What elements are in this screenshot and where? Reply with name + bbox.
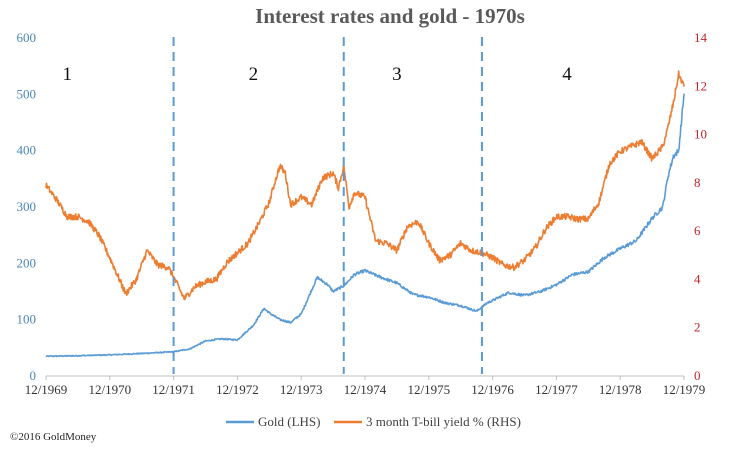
y-left-tick-label: 300 xyxy=(17,199,37,214)
y-left-tick-label: 200 xyxy=(17,255,37,270)
x-tick-label: 12/1973 xyxy=(280,382,323,397)
copyright-text: ©2016 GoldMoney xyxy=(10,431,97,443)
y-left-tick-label: 100 xyxy=(17,312,37,327)
period-markers: 1 2 3 4 xyxy=(63,37,572,374)
x-tick-label: 12/1979 xyxy=(663,382,706,397)
y-right-tick-label: 0 xyxy=(694,368,701,383)
x-tick-label: 12/1978 xyxy=(599,382,642,397)
x-tick-label: 12/1974 xyxy=(344,382,387,397)
period-label: 3 xyxy=(392,64,402,85)
y-right-tick-label: 12 xyxy=(694,78,707,93)
y-right-tick-label: 2 xyxy=(694,320,701,335)
y-left-tick-label: 400 xyxy=(17,143,37,158)
x-tick-label: 12/1970 xyxy=(88,382,131,397)
period-label: 1 xyxy=(63,64,73,85)
y-left-tick-label: 600 xyxy=(17,30,37,45)
y-right-tick-label: 10 xyxy=(694,127,707,142)
y-right-tick-label: 8 xyxy=(694,175,701,190)
legend: Gold (LHS) 3 month T-bill yield % (RHS) xyxy=(226,414,521,429)
period-label: 2 xyxy=(249,64,259,85)
x-tick-label: 12/1969 xyxy=(25,382,68,397)
period-label: 4 xyxy=(562,64,572,85)
x-tick-label: 12/1976 xyxy=(471,382,514,397)
x-tick-label: 12/1977 xyxy=(535,382,578,397)
chart-title: Interest rates and gold - 1970s xyxy=(255,4,525,28)
y-left-tick-label: 0 xyxy=(30,368,37,383)
y-left-tick-label: 500 xyxy=(17,86,37,101)
x-tick-label: 12/1972 xyxy=(216,382,259,397)
series-line-gold xyxy=(45,93,685,358)
x-tick-label: 12/1975 xyxy=(407,382,450,397)
x-tick-label: 12/1971 xyxy=(152,382,195,397)
legend-label-tbill: 3 month T-bill yield % (RHS) xyxy=(366,414,521,429)
legend-label-gold: Gold (LHS) xyxy=(258,414,320,429)
series-line-tbill xyxy=(45,70,685,301)
y-right-tick-label: 6 xyxy=(694,223,701,238)
y-right-tick-label: 14 xyxy=(694,30,708,45)
plot-area xyxy=(45,70,685,358)
y-right-tick-label: 4 xyxy=(694,271,701,286)
